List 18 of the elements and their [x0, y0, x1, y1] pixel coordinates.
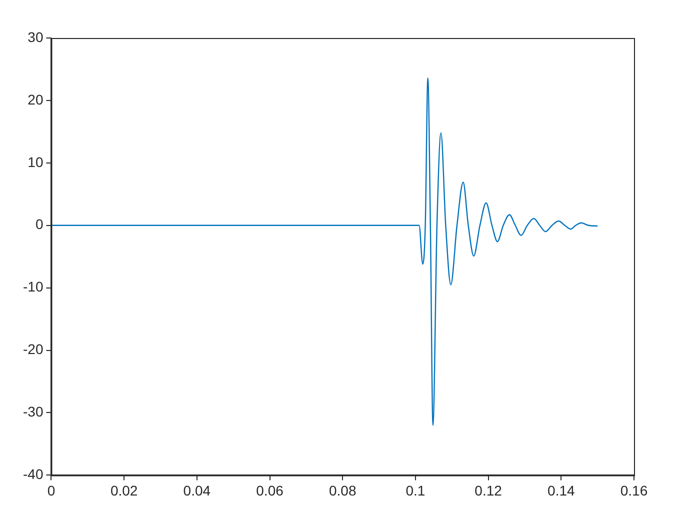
x-tick-label: 0.16: [620, 482, 648, 498]
y-tick-label: -30: [23, 404, 44, 420]
y-tick-label: 0: [35, 216, 44, 232]
x-tick-label: 0.02: [110, 482, 138, 498]
x-tick-label: 0.12: [474, 482, 502, 498]
x-tick-label: 0: [47, 482, 56, 498]
x-tick-label: 0.06: [256, 482, 284, 498]
y-tick-label: -40: [23, 466, 44, 482]
x-tick-label: 0.04: [183, 482, 211, 498]
y-tick-label: 20: [28, 91, 44, 108]
y-tick-label: 10: [28, 154, 44, 170]
x-tick-label: 0.14: [548, 482, 575, 498]
line-series: [51, 77, 598, 426]
y-tick-label: -20: [23, 341, 44, 358]
y-tick-label: 30: [28, 28, 44, 45]
x-tick-label: 0.1: [406, 482, 426, 498]
x-tick-label: 0.08: [328, 482, 356, 498]
y-tick-label: -10: [23, 278, 44, 295]
